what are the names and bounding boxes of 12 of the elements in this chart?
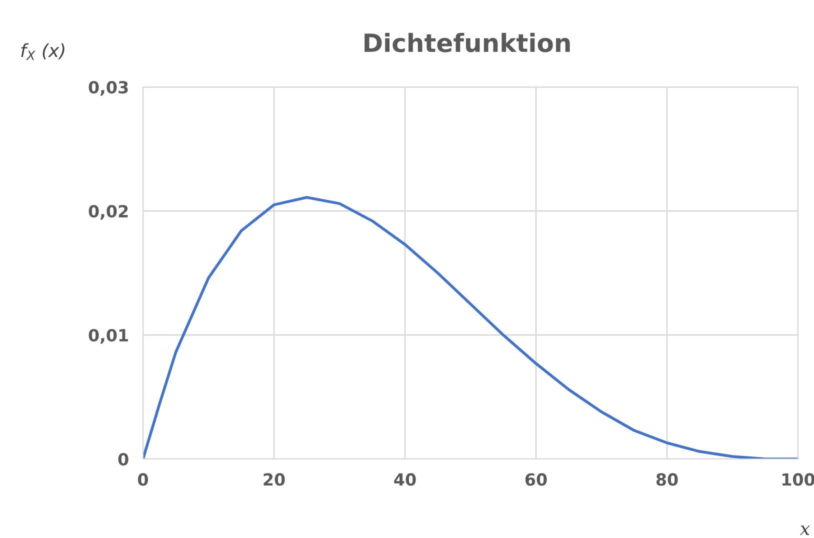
y-tick-label: 0 [118,452,128,466]
x-tick-label: 80 [656,473,678,486]
x-tick-label: 0 [138,473,148,486]
chart-title: Dichtefunktion [364,32,570,52]
y-axis-title: f$_{X}$ (x) [21,43,64,60]
x-tick-label: 60 [525,473,547,486]
y-tick-label: 0,01 [88,328,128,344]
x-axis-title: x [800,526,810,535]
x-tick-label: 20 [264,473,285,486]
y-tick-label: 0,02 [88,204,128,220]
x-tick-label: 40 [394,473,416,486]
y-tick-label: 0,03 [88,80,128,96]
